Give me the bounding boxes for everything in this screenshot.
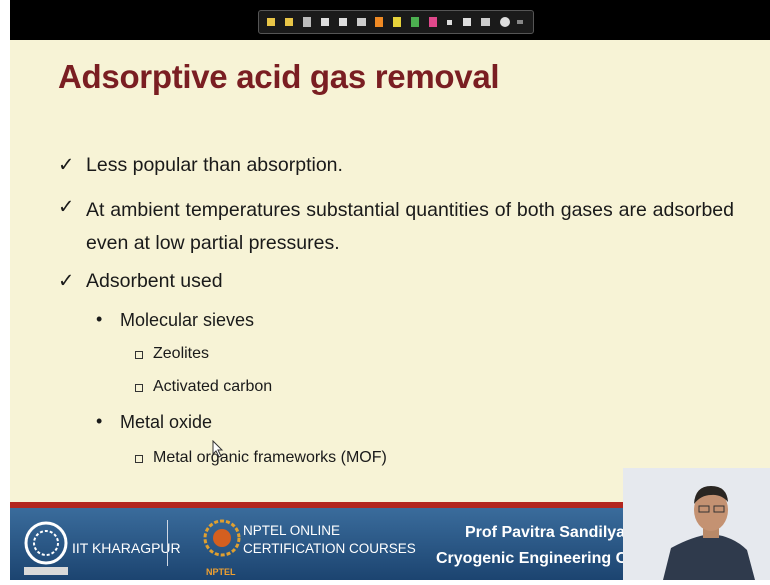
bullet-text: Adsorbent used — [86, 270, 223, 293]
sub-sub-bullet-text: Activated carbon — [153, 378, 272, 396]
bullet-text: At ambient temperatures substantial quan… — [86, 194, 734, 260]
institute-name: IIT KHARAGPUR — [72, 540, 181, 556]
check-mark: ✓ — [58, 269, 74, 293]
nptel-line: NPTEL ONLINE — [243, 523, 340, 538]
sub-sub-bullet-text: Zeolites — [153, 345, 209, 363]
sub-bullet-text: Metal oxide — [120, 412, 212, 433]
box-bullet — [135, 384, 143, 392]
bullet-text: Less popular than absorption. — [86, 154, 343, 177]
presenter-name: Prof Pavitra Sandilya — [465, 524, 625, 542]
toolbar-icons — [259, 11, 533, 33]
mouse-cursor — [212, 440, 224, 458]
slide-title: Adsorptive acid gas removal — [58, 58, 499, 96]
check-mark: ✓ — [58, 153, 74, 177]
sub-sub-bullet-text: Metal organic frameworks (MOF) — [153, 449, 387, 467]
box-bullet — [135, 455, 143, 463]
page: {"slide": {"title": "Adsorptive acid gas… — [0, 0, 770, 580]
check-mark: ✓ — [58, 195, 74, 219]
divider — [167, 520, 168, 566]
presenter-figure — [623, 468, 770, 580]
sub-bullet-text: Molecular sieves — [120, 310, 254, 331]
nptel-logo-text: NPTEL — [206, 567, 236, 577]
department-name: Cryogenic Engineering Cen — [436, 550, 646, 568]
dot-bullet: • — [96, 411, 102, 432]
presenter-video — [623, 468, 770, 580]
toolbar[interactable] — [258, 10, 534, 34]
dot-bullet: • — [96, 309, 102, 330]
box-bullet — [135, 351, 143, 359]
iit-logo — [22, 515, 70, 577]
nptel-line: CERTIFICATION COURSES — [243, 541, 416, 556]
nptel-logo — [202, 516, 242, 566]
